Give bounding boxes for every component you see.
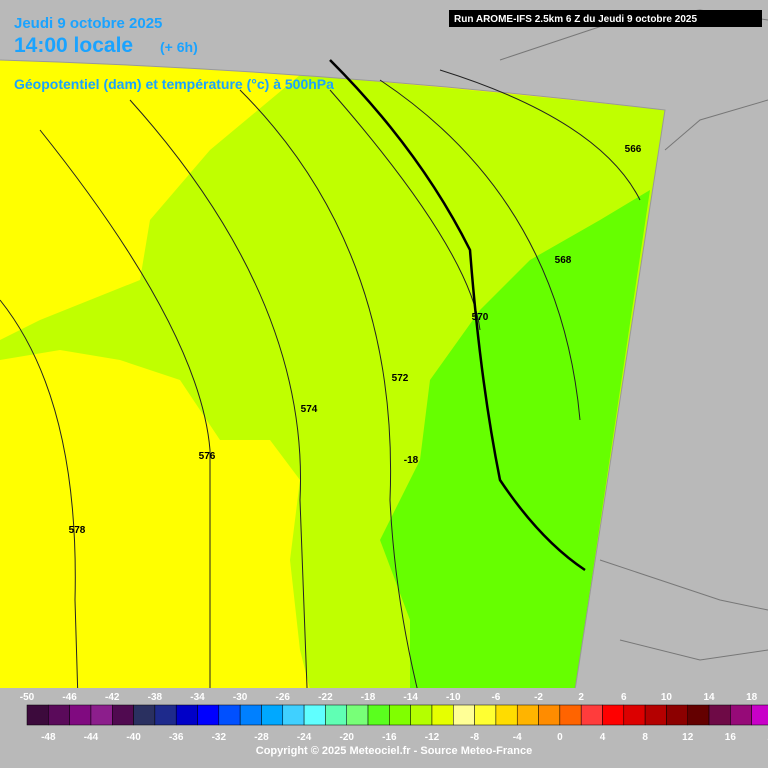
legend-label: 0 xyxy=(557,732,563,743)
legend-label: -32 xyxy=(212,732,227,743)
legend-label: 14 xyxy=(703,692,715,703)
contour-label: 570 xyxy=(472,312,489,323)
legend-label: -16 xyxy=(382,732,397,743)
legend-label: -8 xyxy=(470,732,479,743)
legend-label: 2 xyxy=(578,692,584,703)
legend-swatch xyxy=(666,704,688,726)
legend-label: 8 xyxy=(642,732,648,743)
legend-swatch xyxy=(282,704,305,726)
legend-label: 12 xyxy=(682,732,694,743)
contour-labels: 566 568 570 572 574 576 578 -18 xyxy=(69,144,642,536)
legend-label: 4 xyxy=(600,732,606,743)
contour-label: 572 xyxy=(392,373,409,384)
region-green xyxy=(380,190,650,768)
contour-label: 576 xyxy=(199,451,216,462)
legend-swatch xyxy=(26,704,49,726)
legend-label: -28 xyxy=(254,732,269,743)
legend-label: -2 xyxy=(534,692,543,703)
legend-swatch xyxy=(538,704,561,726)
run: Run AROME-IFS 2.5km 6 Z du Jeudi 9 octob… xyxy=(454,14,697,25)
legend-swatch xyxy=(516,704,539,726)
contour-label: 566 xyxy=(625,144,642,155)
legend-label: -34 xyxy=(190,692,205,703)
legend-label: -38 xyxy=(148,692,163,703)
legend-swatch xyxy=(474,704,497,726)
legend-swatch xyxy=(644,704,667,726)
legend-label: -36 xyxy=(169,732,184,743)
legend-swatch xyxy=(687,704,710,726)
legend-label: -40 xyxy=(126,732,141,743)
legend-label: -10 xyxy=(446,692,461,703)
legend-label: -14 xyxy=(403,692,418,703)
contour-label: -18 xyxy=(404,455,419,466)
legend-swatch xyxy=(389,704,411,726)
legend-swatch xyxy=(261,704,284,726)
legend-panel xyxy=(0,688,768,768)
legend-swatch xyxy=(90,704,113,726)
legend-swatch xyxy=(346,704,369,726)
legend-label: 16 xyxy=(725,732,737,743)
legend-swatch xyxy=(431,704,454,726)
legend-swatch xyxy=(453,704,475,726)
legend-swatch xyxy=(495,704,518,726)
legend-swatch xyxy=(580,704,603,726)
legend-swatch xyxy=(559,704,582,726)
legend-swatch xyxy=(303,704,326,726)
header: Jeudi 9 octobre 2025 14:00 locale (+ 6h)… xyxy=(14,10,762,92)
legend-label: -48 xyxy=(41,732,56,743)
legend-swatch xyxy=(623,704,646,726)
legend-label: -4 xyxy=(513,732,522,743)
legend-label: -44 xyxy=(84,732,99,743)
legend-label: -30 xyxy=(233,692,248,703)
copyright: Copyright © 2025 Meteociel.fr - Source M… xyxy=(256,745,532,757)
legend-label: 18 xyxy=(746,692,758,703)
legend-label: -42 xyxy=(105,692,120,703)
legend-label: -26 xyxy=(276,692,291,703)
legend-swatch xyxy=(410,704,433,726)
legend-label: 6 xyxy=(621,692,627,703)
legend: -50-48-46-44-42-40-38-36-34-32-30-28-26-… xyxy=(20,692,768,743)
legend-label: -22 xyxy=(318,692,333,703)
domain-edge xyxy=(0,59,666,691)
run-box xyxy=(449,10,762,27)
legend-label: -50 xyxy=(20,692,35,703)
legend-label: 10 xyxy=(661,692,673,703)
legend-swatch xyxy=(751,704,768,726)
legend-swatch xyxy=(48,704,70,726)
legend-swatch xyxy=(133,704,156,726)
legend-swatch xyxy=(730,704,752,726)
legend-swatch xyxy=(367,704,390,726)
contours xyxy=(0,59,641,768)
legend-swatch xyxy=(218,704,241,726)
legend-swatch xyxy=(175,704,198,726)
contour-label: 578 xyxy=(69,525,86,536)
time: 14:00 locale xyxy=(14,34,133,57)
date: Jeudi 9 octobre 2025 xyxy=(14,15,162,32)
legend-label: -46 xyxy=(62,692,77,703)
contour-label: 574 xyxy=(301,404,318,415)
legend-swatch xyxy=(602,704,625,726)
legend-swatch xyxy=(69,704,92,726)
legend-swatch xyxy=(325,704,347,726)
legend-swatch xyxy=(708,704,731,726)
legend-label: -18 xyxy=(361,692,376,703)
legend-swatch xyxy=(197,704,220,726)
legend-swatch xyxy=(239,704,262,726)
legend-label: -12 xyxy=(425,732,440,743)
legend-swatch xyxy=(154,704,177,726)
legend-label: -6 xyxy=(491,692,500,703)
legend-label: -20 xyxy=(339,732,354,743)
lead: (+ 6h) xyxy=(160,39,198,55)
field: Géopotentiel (dam) et température (°c) à… xyxy=(14,76,334,92)
legend-label: -24 xyxy=(297,732,312,743)
legend-swatch xyxy=(112,704,134,726)
contour-label: 568 xyxy=(555,255,572,266)
